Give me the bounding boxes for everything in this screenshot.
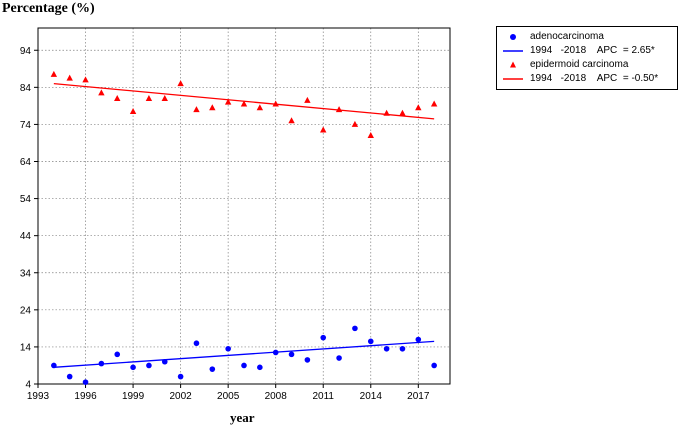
data-point <box>224 98 232 105</box>
x-tick-label: 2002 <box>169 391 192 402</box>
data-point <box>383 109 390 116</box>
legend-label: adenocarcinoma <box>530 31 604 42</box>
data-point <box>257 364 263 371</box>
x-tick-label: 2005 <box>217 391 240 402</box>
triangle-marker-icon <box>510 61 516 68</box>
y-tick-label: 64 <box>20 157 32 168</box>
legend-item-adenocarcinoma: adenocarcinoma <box>497 30 677 44</box>
data-point <box>320 126 327 133</box>
data-point <box>193 106 200 113</box>
legend-item-adeno-trend: 1994 -2018 APC = 2.65* <box>497 44 677 58</box>
data-point <box>367 132 374 139</box>
legend: adenocarcinoma 1994 -2018 APC = 2.65* ep… <box>496 26 678 90</box>
circle-marker-icon <box>510 34 516 40</box>
y-tick-label: 44 <box>20 231 32 242</box>
x-axis: 1993 1996 1999 2002 2005 2008 2011 2014 2017 <box>27 384 430 402</box>
y-tick-label: 54 <box>20 194 32 205</box>
data-point <box>82 76 89 83</box>
data-point <box>352 325 358 332</box>
data-point <box>209 104 216 111</box>
data-point <box>272 100 279 107</box>
data-point <box>415 104 422 111</box>
data-point <box>430 100 438 107</box>
data-point <box>129 107 137 114</box>
data-point <box>351 120 359 127</box>
data-point <box>114 94 121 101</box>
data-point <box>82 379 89 385</box>
data-point <box>431 362 437 369</box>
data-point <box>98 89 105 96</box>
data-point <box>288 117 295 124</box>
x-axis-title: year <box>230 410 255 425</box>
data-point <box>399 109 406 116</box>
x-tick-label: 2014 <box>360 391 383 402</box>
plot-area <box>37 27 451 385</box>
grid <box>38 28 450 384</box>
legend-label: 1994 -2018 APC = -0.50* <box>530 73 659 84</box>
data-point <box>209 366 216 372</box>
y-tick-label: 74 <box>20 120 32 131</box>
data-point <box>114 351 121 358</box>
x-tick-label: 1993 <box>27 391 50 402</box>
y-tick-label: 24 <box>20 305 32 316</box>
data-point <box>66 373 73 380</box>
y-tick-label: 34 <box>20 268 32 279</box>
legend-item-epidermoid-trend: 1994 -2018 APC = -0.50* <box>497 72 677 86</box>
data-points <box>50 70 438 385</box>
y-tick-label: 84 <box>20 83 32 94</box>
data-point <box>367 338 374 345</box>
data-point <box>288 351 295 358</box>
data-point <box>51 362 57 369</box>
y-axis: 4 14 24 34 44 54 64 74 84 94 <box>20 46 38 391</box>
data-point <box>399 345 406 352</box>
legend-item-epidermoid: epidermoid carcinoma <box>497 58 677 72</box>
x-tick-label: 2008 <box>265 391 288 402</box>
data-point <box>415 336 422 343</box>
legend-label: 1994 -2018 APC = 2.65* <box>530 45 655 56</box>
data-point <box>225 345 231 352</box>
x-tick-label: 1996 <box>74 391 97 402</box>
y-axis-title: Percentage (%) <box>2 1 95 16</box>
y-tick-label: 14 <box>20 342 32 353</box>
y-tick-label: 4 <box>25 380 31 391</box>
blue-line-icon <box>503 50 523 52</box>
data-point <box>50 70 58 77</box>
data-point <box>256 104 264 111</box>
data-point <box>177 373 184 380</box>
data-point <box>304 96 311 103</box>
data-point <box>320 334 327 341</box>
trendlines <box>53 82 435 368</box>
data-point <box>304 357 311 363</box>
data-point <box>193 340 200 347</box>
x-tick-label: 1999 <box>122 391 145 402</box>
data-point <box>383 345 390 352</box>
y-tick-label: 94 <box>20 46 32 57</box>
x-tick-label: 2011 <box>312 391 334 402</box>
data-point <box>240 100 248 107</box>
x-tick-label: 2017 <box>407 391 430 402</box>
data-point <box>66 74 73 81</box>
data-point <box>98 360 105 367</box>
data-point <box>335 106 343 113</box>
data-point <box>177 80 184 87</box>
data-point <box>241 362 247 369</box>
red-line-icon <box>503 78 523 80</box>
data-point <box>336 355 342 361</box>
data-point <box>161 358 168 365</box>
data-point <box>130 364 136 371</box>
data-point <box>272 349 279 356</box>
data-point <box>145 94 153 101</box>
legend-label: epidermoid carcinoma <box>530 59 629 70</box>
data-point <box>146 362 152 369</box>
data-point <box>161 94 168 101</box>
trendline <box>53 340 435 368</box>
